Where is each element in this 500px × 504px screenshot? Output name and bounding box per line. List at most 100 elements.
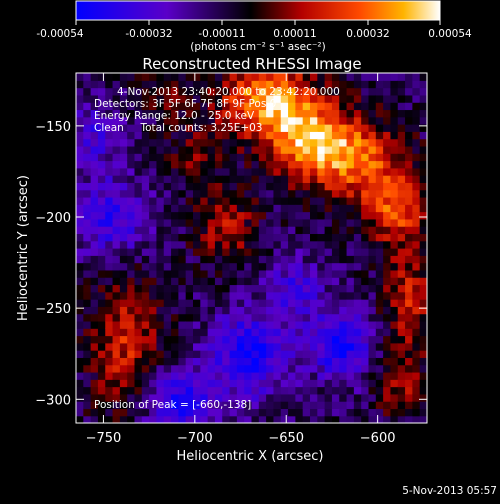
heatmap-cell (331, 226, 340, 235)
heatmap-cell (368, 408, 377, 417)
heatmap-cell (310, 364, 318, 373)
heatmap-cell (229, 393, 238, 402)
heatmap-cell (390, 189, 399, 198)
heatmap-cell (295, 226, 304, 235)
heatmap-cell (258, 401, 267, 410)
heatmap-cell (112, 211, 121, 220)
heatmap-cell (244, 109, 253, 118)
heatmap-cell (361, 248, 370, 256)
heatmap-cell (214, 248, 223, 256)
heatmap-cell (214, 299, 223, 307)
heatmap-cell (207, 124, 216, 132)
heatmap-cell (97, 415, 106, 423)
heatmap-cell (412, 415, 421, 423)
heatmap-cell (236, 189, 245, 198)
heatmap-cell (397, 116, 406, 125)
heatmap-cell (119, 131, 128, 140)
heatmap-cell (390, 175, 399, 183)
heatmap-cell (149, 196, 158, 205)
heatmap-cell (302, 189, 311, 198)
heatmap-cell (397, 342, 406, 351)
heatmap-cell (383, 262, 392, 271)
heatmap-cell (178, 357, 187, 366)
heatmap-cell (185, 335, 194, 344)
heatmap-cell (83, 299, 92, 307)
heatmap-cell (156, 262, 165, 271)
heatmap-cell (207, 145, 216, 154)
heatmap-cell (193, 167, 201, 176)
heatmap-cell (397, 408, 406, 417)
heatmap-cell (105, 73, 114, 81)
heatmap-cell (193, 138, 201, 147)
heatmap-cell (405, 313, 413, 322)
heatmap-cell (236, 73, 245, 81)
heatmap-cell (280, 109, 289, 118)
heatmap-cell (273, 211, 282, 220)
heatmap-cell (127, 306, 136, 315)
heatmap-cell (295, 335, 304, 344)
heatmap-cell (229, 145, 238, 154)
heatmap-cell (397, 80, 406, 89)
heatmap-cell (273, 306, 282, 315)
heatmap-cell (112, 379, 121, 388)
heatmap-cell (193, 182, 201, 191)
heatmap-cell (266, 182, 275, 191)
heatmap-cell (339, 233, 348, 242)
heatmap-cell (163, 196, 172, 205)
heatmap-cell (236, 175, 245, 183)
heatmap-cell (76, 408, 84, 417)
heatmap-cell (193, 94, 201, 103)
heatmap-cell (222, 350, 231, 358)
heatmap-cell (200, 313, 209, 322)
heatmap-cell (273, 408, 282, 417)
heatmap-cell (127, 313, 136, 322)
heatmap-cell (207, 87, 216, 96)
heatmap-cell (171, 248, 179, 256)
heatmap-cell (419, 131, 427, 140)
heatmap-cell (214, 124, 223, 132)
heatmap-cell (317, 211, 326, 220)
heatmap-cell (171, 335, 179, 344)
heatmap-cell (361, 291, 370, 300)
heatmap-cell (419, 189, 427, 198)
heatmap-cell (97, 393, 106, 402)
heatmap-cell (229, 240, 238, 249)
heatmap-cell (134, 131, 143, 140)
heatmap-cell (251, 262, 260, 271)
x-tick-label: −750 (86, 431, 122, 446)
heatmap-cell (266, 393, 275, 402)
heatmap-cell (419, 371, 427, 380)
heatmap-cell (163, 269, 172, 278)
heatmap-cell (412, 116, 421, 125)
heatmap-cell (419, 211, 427, 220)
heatmap-cell (339, 240, 348, 249)
heatmap-cell (346, 94, 355, 103)
heatmap-cell (331, 269, 340, 278)
heatmap-cell (353, 350, 362, 358)
heatmap-cell (288, 386, 296, 395)
heatmap-cell (339, 386, 348, 395)
heatmap-cell (405, 342, 413, 351)
heatmap-cell (383, 393, 392, 402)
heatmap-cell (397, 379, 406, 388)
heatmap-cell (405, 196, 413, 205)
heatmap-cell (280, 138, 289, 147)
heatmap-cell (339, 284, 348, 293)
heatmap-cell (302, 73, 311, 81)
heatmap-cell (141, 342, 150, 351)
heatmap-cell (353, 262, 362, 271)
heatmap-cell (390, 335, 399, 344)
heatmap-cell (119, 269, 128, 278)
heatmap-cell (178, 291, 187, 300)
heatmap-cell (302, 102, 311, 111)
heatmap-cell (302, 386, 311, 395)
heatmap-cell (346, 371, 355, 380)
heatmap-cell (105, 328, 114, 337)
heatmap-cell (193, 102, 201, 111)
heatmap-cell (419, 393, 427, 402)
heatmap-cell (163, 277, 172, 286)
heatmap-cell (236, 109, 245, 118)
heatmap-cell (346, 80, 355, 89)
heatmap-cell (288, 124, 296, 132)
heatmap-cell (317, 379, 326, 388)
